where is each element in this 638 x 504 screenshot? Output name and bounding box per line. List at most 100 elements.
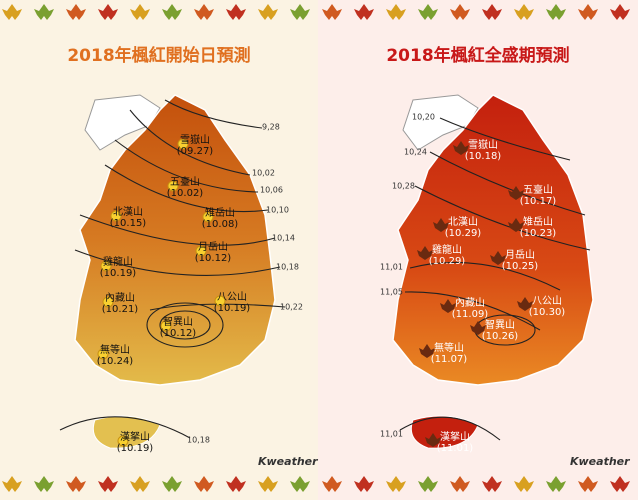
mountain-marker [440, 299, 456, 313]
mountain-marker [433, 218, 449, 232]
mountain-marker [160, 320, 172, 332]
leaf [450, 4, 470, 20]
mountain-marker [100, 260, 112, 272]
mountain-name: 漢拏山 [440, 430, 470, 443]
mountain-name: 八公山 [217, 291, 247, 303]
isoline-label: 10,18 [276, 263, 299, 272]
leaf [546, 4, 566, 20]
left-title: 2018年楓紅開始日預測 [67, 45, 250, 66]
isoline-label: 10,28 [392, 182, 415, 191]
mountain-name: 月岳山 [198, 241, 228, 253]
mountain-marker [97, 348, 109, 360]
mountain-name: 八公山 [532, 295, 562, 307]
mountain-marker [517, 297, 533, 311]
isoline-label: 10,14 [272, 234, 295, 243]
mountain-marker [490, 251, 506, 265]
isoline-label: 10,02 [252, 169, 275, 178]
mountain-name: 內藏山 [455, 297, 485, 309]
isoline-label: 10,24 [404, 148, 427, 157]
mountain-date: (10.18) [465, 151, 502, 162]
isoline-label: 10,18 [187, 436, 210, 445]
mountain-date: (10.26) [482, 331, 519, 342]
mountain-name: 無等山 [100, 343, 130, 356]
mountain-name: 雪嶽山 [468, 139, 498, 151]
mountain-date: (10.30) [529, 307, 566, 318]
leaf [482, 4, 502, 20]
mountain-date: (10.12) [160, 328, 197, 339]
leaf [610, 4, 630, 20]
isoline-label: 10,10 [266, 206, 289, 215]
mountain-marker [110, 210, 122, 222]
leaf [194, 476, 214, 492]
leaf [578, 476, 598, 492]
mountain-name: 漢拏山 [120, 430, 150, 443]
leaf [450, 476, 470, 492]
right-title: 2018年楓紅全盛期預測 [386, 45, 569, 66]
leaf [162, 4, 182, 20]
mountain-name: 雞龍山 [103, 255, 133, 268]
left-map [59, 94, 286, 449]
mountain-marker [202, 211, 214, 223]
mountain-marker [508, 186, 524, 200]
mountain-date: (10.08) [202, 219, 239, 230]
leaf [226, 4, 246, 20]
logo: Kweather [570, 455, 630, 468]
mountain-date: (09.27) [177, 146, 214, 157]
mountain-date: (11.09) [452, 309, 489, 320]
mountain-date: (10.29) [445, 228, 482, 239]
mountain-marker [470, 321, 486, 335]
mountain-date: (10.23) [520, 228, 557, 239]
mountain-name: 月岳山 [505, 249, 535, 261]
leaf [34, 4, 54, 20]
mountain-date: (10.19) [214, 303, 251, 314]
mountain-marker [214, 295, 226, 307]
leaf [66, 476, 86, 492]
mountain-name: 智異山 [485, 318, 515, 331]
leaf [322, 4, 342, 20]
mountain-date: (10.25) [502, 261, 539, 272]
leaf [290, 4, 310, 20]
leaf [418, 4, 438, 20]
mountain-date: (10.17) [520, 196, 557, 207]
isoline-label: 10,20 [412, 113, 435, 122]
mountain-name: 無等山 [434, 341, 464, 354]
leaf [130, 4, 150, 20]
leaf [66, 4, 86, 20]
leaf [418, 476, 438, 492]
leaf [130, 476, 150, 492]
mountain-marker [102, 296, 114, 308]
leaf [386, 476, 406, 492]
mountain-marker [177, 138, 189, 150]
isoline-label: 11,01 [380, 263, 403, 272]
mountain-date: (10.19) [117, 443, 154, 454]
isoline-label: 10,22 [280, 303, 303, 312]
mountain-marker [117, 435, 129, 447]
mountain-name: 智異山 [163, 315, 193, 328]
leaf [2, 476, 22, 492]
mountain-date: (10.12) [195, 253, 232, 264]
mountain-date: (10.19) [100, 268, 137, 279]
leaf-border [2, 4, 630, 492]
leaf [258, 476, 278, 492]
mountain-marker [195, 245, 207, 257]
leaf [546, 476, 566, 492]
leaf [322, 476, 342, 492]
leaf [578, 4, 598, 20]
logo: Kweather [258, 455, 318, 468]
mountain-name: 內藏山 [105, 292, 135, 304]
leaf [610, 476, 630, 492]
leaf [226, 476, 246, 492]
mountain-marker [425, 433, 441, 447]
leaf [386, 4, 406, 20]
leaf [194, 4, 214, 20]
leaf [98, 4, 118, 20]
mountain-date: (10.24) [97, 356, 134, 367]
mountain-date: (10.02) [167, 188, 204, 199]
isoline-label: 11,01 [380, 430, 403, 439]
mountain-date: (10.21) [102, 304, 139, 315]
isoline-label: 9,28 [262, 123, 280, 132]
mountain-name: 五臺山 [170, 175, 200, 188]
mountain-marker [508, 218, 524, 232]
mountain-name: 北漢山 [113, 205, 143, 218]
